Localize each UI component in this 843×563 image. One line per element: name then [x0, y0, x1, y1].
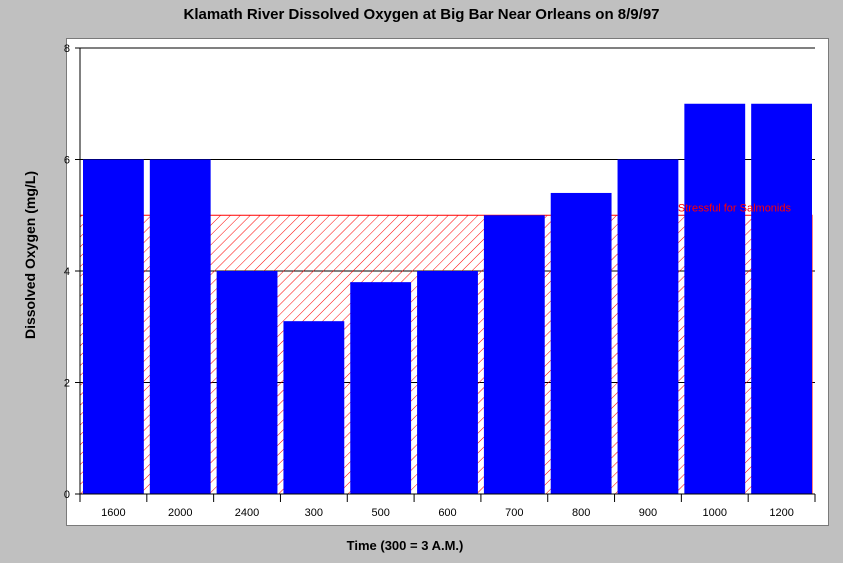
- chart-title: Klamath River Dissolved Oxygen at Big Ba…: [183, 6, 660, 23]
- bar: [550, 192, 612, 494]
- bar: [617, 159, 679, 494]
- y-tick-label: 4: [64, 266, 70, 278]
- bar: [216, 271, 278, 494]
- y-tick-label: 2: [64, 378, 70, 390]
- x-tick-label: 1200: [769, 507, 793, 519]
- bar: [149, 159, 211, 494]
- x-tick-label: 300: [305, 507, 323, 519]
- x-tick-label: 2400: [235, 507, 259, 519]
- threshold-label: Stressful for Salmonids: [678, 202, 792, 214]
- y-tick-label: 6: [64, 155, 70, 167]
- bar: [350, 282, 412, 494]
- x-tick-label: 1600: [101, 507, 125, 519]
- x-tick-label: 2000: [168, 507, 192, 519]
- bar: [684, 103, 746, 494]
- x-tick-label: 700: [505, 507, 523, 519]
- bar: [283, 321, 345, 494]
- bar: [417, 271, 478, 494]
- bar: [83, 159, 144, 494]
- x-tick-label: 800: [572, 507, 590, 519]
- x-tick-label: 500: [372, 507, 390, 519]
- bar: [483, 215, 545, 494]
- x-axis-label: Time (300 = 3 A.M.): [346, 538, 464, 553]
- y-tick-label: 8: [64, 43, 70, 55]
- bar: [751, 103, 812, 494]
- x-tick-label: 900: [639, 507, 657, 519]
- x-tick-label: 1000: [703, 507, 727, 519]
- x-tick-label: 600: [438, 507, 456, 519]
- y-axis-label: Dissolved Oxygen (mg/L): [22, 170, 38, 340]
- y-tick-label: 0: [64, 489, 70, 501]
